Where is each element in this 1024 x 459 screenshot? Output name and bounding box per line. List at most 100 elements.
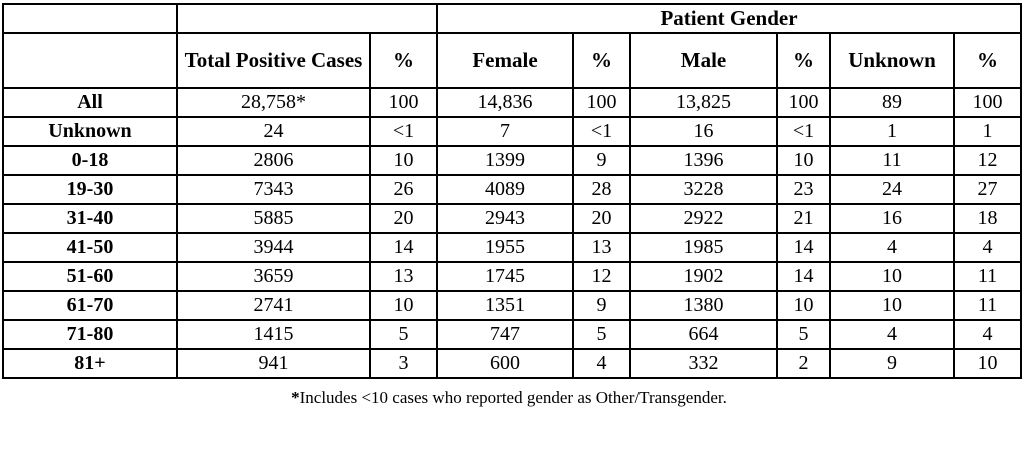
data-cell: 10 xyxy=(369,290,438,321)
data-cell: <1 xyxy=(572,116,631,147)
data-cell: 332 xyxy=(629,348,778,379)
row-label-cell: 31-40 xyxy=(2,203,178,234)
header-unknown: Unknown xyxy=(829,32,955,89)
data-cell: 12 xyxy=(953,145,1022,176)
data-cell: 1955 xyxy=(436,232,574,263)
data-cell: 5885 xyxy=(176,203,371,234)
table-row: 19-30 7343 26 4089 28 3228 23 24 27 xyxy=(2,174,1022,205)
data-cell: 2943 xyxy=(436,203,574,234)
blank-total-group-cell xyxy=(176,3,438,34)
gender-group-header-row: Patient Gender xyxy=(2,3,1022,34)
footnote: *Includes <10 cases who reported gender … xyxy=(0,388,1018,408)
data-cell: 13,825 xyxy=(629,87,778,118)
data-cell: 10 xyxy=(369,145,438,176)
header-total-pct: % xyxy=(369,32,438,89)
data-cell: 1351 xyxy=(436,290,574,321)
row-label-cell: 41-50 xyxy=(2,232,178,263)
data-cell: 747 xyxy=(436,319,574,350)
data-cell: 600 xyxy=(436,348,574,379)
data-cell: 28,758* xyxy=(176,87,371,118)
data-cell: 11 xyxy=(953,290,1022,321)
footnote-marker: * xyxy=(291,388,300,407)
data-cell: 14,836 xyxy=(436,87,574,118)
data-cell: 89 xyxy=(829,87,955,118)
data-cell: 4 xyxy=(829,232,955,263)
data-cell: 7 xyxy=(436,116,574,147)
data-cell: 1 xyxy=(953,116,1022,147)
data-cell: 2741 xyxy=(176,290,371,321)
data-cell: 18 xyxy=(953,203,1022,234)
data-cell: 2922 xyxy=(629,203,778,234)
data-cell: 4089 xyxy=(436,174,574,205)
data-cell: <1 xyxy=(369,116,438,147)
table-row: 81+ 941 3 600 4 332 2 9 10 xyxy=(2,348,1022,379)
table-row: 0-18 2806 10 1399 9 1396 10 11 12 xyxy=(2,145,1022,176)
row-label-cell: 61-70 xyxy=(2,290,178,321)
header-female: Female xyxy=(436,32,574,89)
data-cell: 4 xyxy=(572,348,631,379)
data-cell: 1399 xyxy=(436,145,574,176)
data-cell: 5 xyxy=(776,319,831,350)
data-cell: 3 xyxy=(369,348,438,379)
data-cell: 664 xyxy=(629,319,778,350)
data-cell: 10 xyxy=(829,261,955,292)
header-male-pct: % xyxy=(776,32,831,89)
data-cell: 1380 xyxy=(629,290,778,321)
data-cell: 3944 xyxy=(176,232,371,263)
data-cell: 1396 xyxy=(629,145,778,176)
data-cell: 7343 xyxy=(176,174,371,205)
data-cell: 28 xyxy=(572,174,631,205)
header-male: Male xyxy=(629,32,778,89)
header-female-pct: % xyxy=(572,32,631,89)
data-cell: 5 xyxy=(572,319,631,350)
table-row: All 28,758* 100 14,836 100 13,825 100 89 100 xyxy=(2,87,1022,118)
data-cell: 9 xyxy=(829,348,955,379)
data-cell: 9 xyxy=(572,145,631,176)
data-cell: 10 xyxy=(776,290,831,321)
data-cell: 3659 xyxy=(176,261,371,292)
row-label-cell: 81+ xyxy=(2,348,178,379)
data-cell: 13 xyxy=(369,261,438,292)
data-cell: 5 xyxy=(369,319,438,350)
footnote-text: Includes <10 cases who reported gender a… xyxy=(299,388,727,407)
data-cell: 2806 xyxy=(176,145,371,176)
header-total-positive-cases: Total Positive Cases xyxy=(176,32,371,89)
data-cell: 10 xyxy=(953,348,1022,379)
data-cell: 20 xyxy=(572,203,631,234)
data-cell: 26 xyxy=(369,174,438,205)
row-label-cell: 51-60 xyxy=(2,261,178,292)
table-row: Unknown 24 <1 7 <1 16 <1 1 1 xyxy=(2,116,1022,147)
data-cell: 12 xyxy=(572,261,631,292)
data-cell: <1 xyxy=(776,116,831,147)
data-cell: 20 xyxy=(369,203,438,234)
table-row: 71-80 1415 5 747 5 664 5 4 4 xyxy=(2,319,1022,350)
data-cell: 13 xyxy=(572,232,631,263)
data-cell: 4 xyxy=(953,232,1022,263)
table-row: 61-70 2741 10 1351 9 1380 10 10 11 xyxy=(2,290,1022,321)
data-cell: 3228 xyxy=(629,174,778,205)
data-cell: 100 xyxy=(369,87,438,118)
data-cell: 11 xyxy=(953,261,1022,292)
page: Patient Gender Total Positive Cases % Fe… xyxy=(0,3,1024,459)
blank-row-label-header xyxy=(2,32,178,89)
data-cell: 16 xyxy=(829,203,955,234)
data-cell: 21 xyxy=(776,203,831,234)
data-cell: 24 xyxy=(176,116,371,147)
data-cell: 27 xyxy=(953,174,1022,205)
data-cell: 1745 xyxy=(436,261,574,292)
data-cell: 10 xyxy=(776,145,831,176)
data-cell: 10 xyxy=(829,290,955,321)
header-unknown-pct: % xyxy=(953,32,1022,89)
row-label-cell: 19-30 xyxy=(2,174,178,205)
data-cell: 4 xyxy=(953,319,1022,350)
data-cell: 1985 xyxy=(629,232,778,263)
blank-corner-cell xyxy=(2,3,178,34)
data-cell: 23 xyxy=(776,174,831,205)
row-label-cell: All xyxy=(2,87,178,118)
data-cell: 1902 xyxy=(629,261,778,292)
data-cell: 100 xyxy=(776,87,831,118)
data-cell: 14 xyxy=(776,261,831,292)
row-label-cell: 71-80 xyxy=(2,319,178,350)
data-cell: 24 xyxy=(829,174,955,205)
data-cell: 1415 xyxy=(176,319,371,350)
